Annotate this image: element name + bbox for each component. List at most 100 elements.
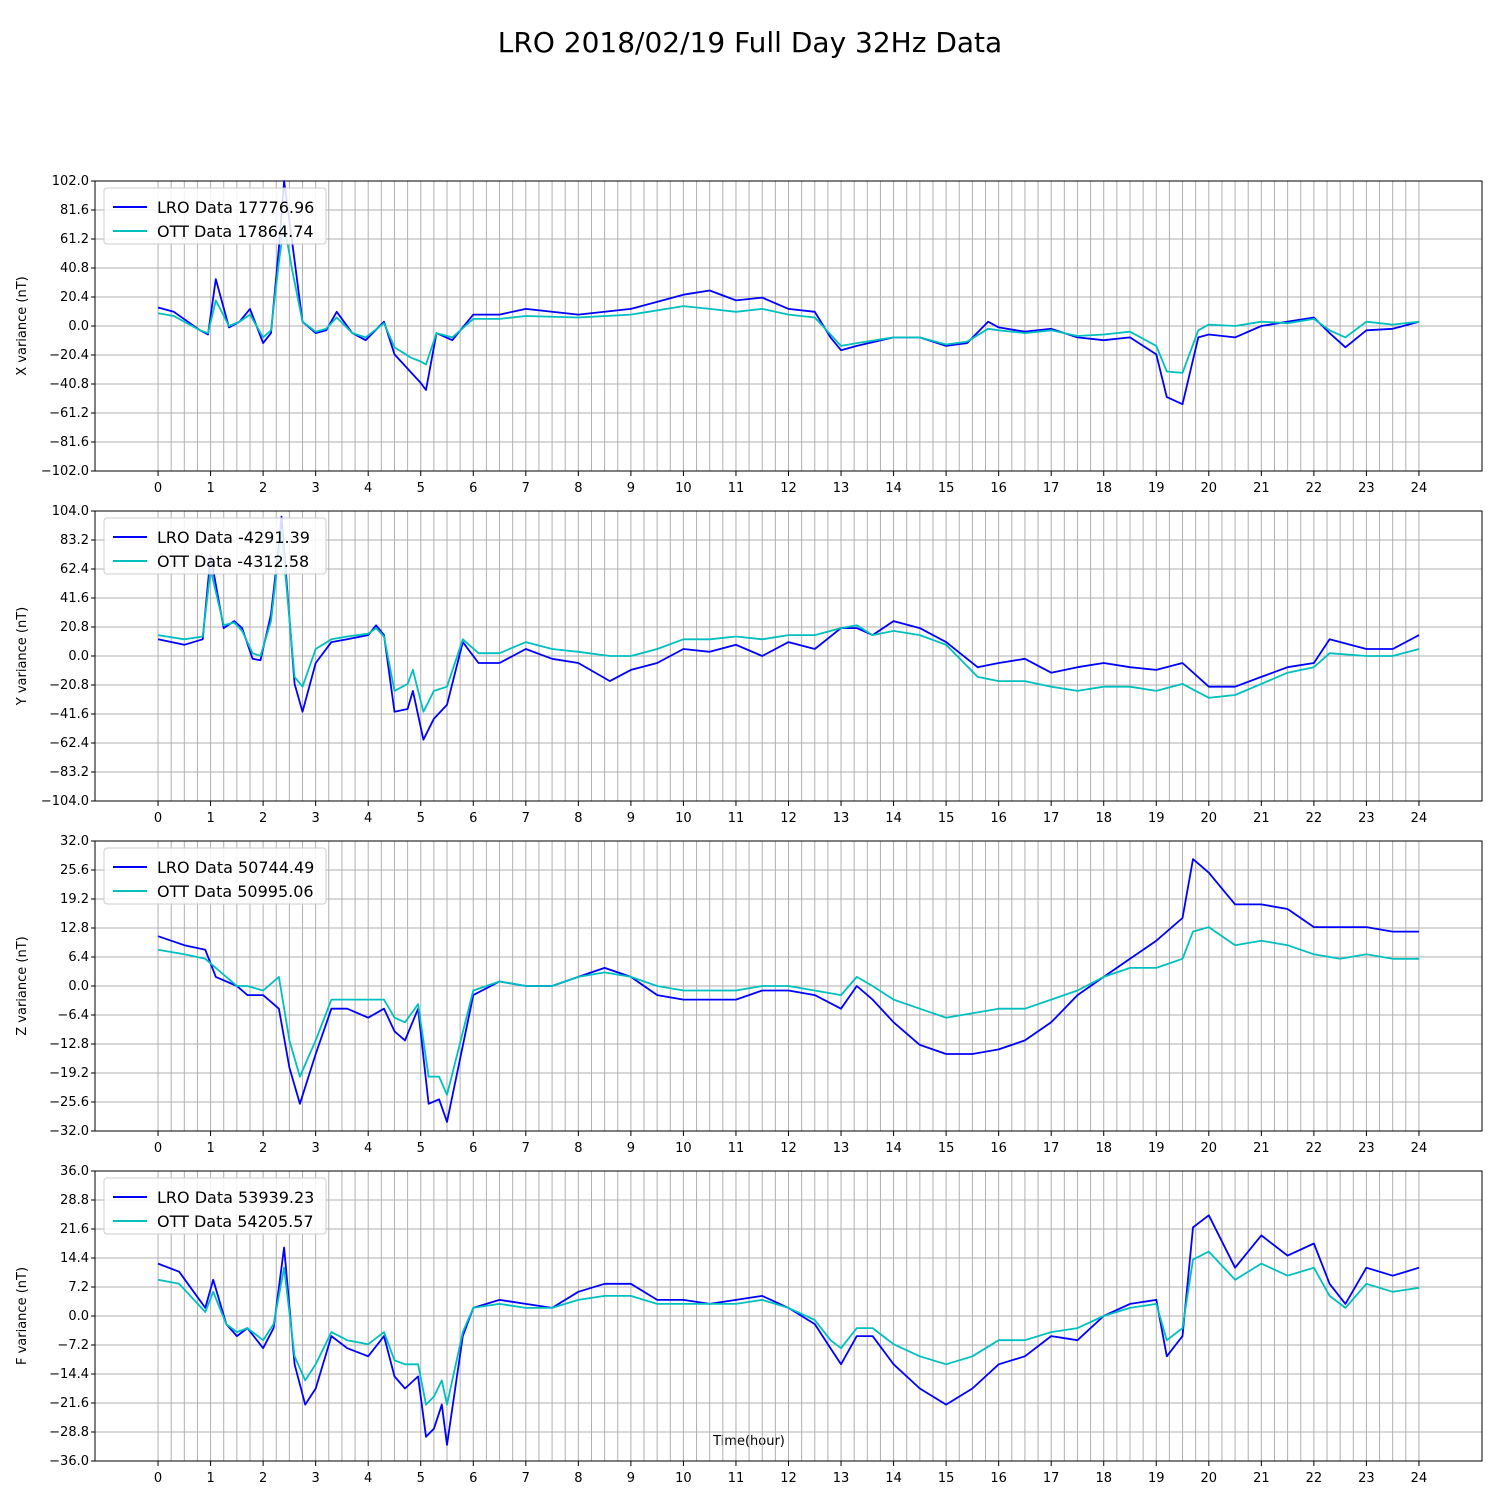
x-panel-xtick-label: 2 (259, 481, 267, 496)
y-panel-xtick-label: 24 (1411, 811, 1428, 826)
x-panel-xtick-label: 5 (417, 481, 425, 496)
z-panel-xtick-label: 5 (417, 1141, 425, 1156)
z-panel-ytick-label: −19.2 (49, 1066, 89, 1081)
z-panel-xtick-label: 6 (469, 1141, 477, 1156)
x-panel-xtick-label: 3 (312, 481, 320, 496)
z-panel-ytick-label: 32.0 (60, 834, 89, 849)
x-panel-xtick-label: 6 (469, 481, 477, 496)
f-panel-xtick-label: 5 (417, 1471, 425, 1486)
y-panel-frame (94, 510, 1483, 802)
z-panel-xtick-label: 16 (990, 1141, 1007, 1156)
x-panel-xtick-label: 15 (938, 481, 955, 496)
y-panel-xtick-label: 0 (154, 811, 162, 826)
y-panel-legend: LRO Data -4291.39 OTT Data -4312.58 (103, 517, 327, 575)
x-panel-xtick-label: 17 (1043, 481, 1060, 496)
figure-title: LRO 2018/02/19 Full Day 32Hz Data (498, 26, 1002, 59)
f-panel-ytick-label: 7.2 (68, 1280, 89, 1295)
f-panel-ytick-label: 28.8 (60, 1193, 89, 1208)
y-panel-ytick-label: 104.0 (52, 504, 89, 519)
x-panel-ytick-label: −61.2 (49, 406, 89, 421)
x-axis-label: Time(hour) (712, 1434, 785, 1449)
x-panel: 102.0 81.6 61.2 40.8 20.4 0.0 −20.4 −40.8 −61.2 −… (15, 174, 1483, 496)
f-panel-ytick-label: −28.8 (49, 1425, 89, 1440)
f-panel-xtick-label: 6 (469, 1471, 477, 1486)
f-panel-xtick-label: 22 (1306, 1471, 1323, 1486)
y-panel-xtick-label: 22 (1306, 811, 1323, 826)
f-panel-xtick-label: 7 (522, 1471, 530, 1486)
y-panel-ytick-label: 0.0 (68, 649, 89, 664)
z-panel-xtick-label: 3 (312, 1141, 320, 1156)
y-panel-xtick-label: 9 (627, 811, 635, 826)
x-panel-xtick-label: 1 (206, 481, 214, 496)
x-panel-frame (94, 180, 1483, 472)
z-panel-xtick-label: 10 (675, 1141, 692, 1156)
f-panel-xtick-label: 19 (1148, 1471, 1165, 1486)
y-panel-legend-label-lro: LRO Data -4291.39 (157, 528, 310, 547)
f-panel-xtick-label: 14 (885, 1471, 902, 1486)
x-panel-ytick-label: 40.8 (60, 261, 89, 276)
x-panel-legend: LRO Data 17776.96 OTT Data 17864.74 (103, 187, 327, 245)
z-panel-ytick-label: 12.8 (60, 921, 89, 936)
f-panel-xtick-label: 23 (1358, 1471, 1375, 1486)
z-panel-legend-label-lro: LRO Data 50744.49 (157, 858, 314, 877)
f-panel-legend-label-lro: LRO Data 53939.23 (157, 1188, 314, 1207)
x-panel-xtick-label: 14 (885, 481, 902, 496)
y-panel-ytick-label: 41.6 (60, 591, 89, 606)
x-panel-xtick-label: 18 (1095, 481, 1112, 496)
y-panel-xtick-label: 13 (833, 811, 850, 826)
y-panel: 104.0 83.2 62.4 41.6 20.8 0.0 −20.8 −41.6 −62.4 −… (15, 504, 1483, 826)
f-panel-ytick-label: 0.0 (68, 1309, 89, 1324)
y-panel-xtick-label: 4 (364, 811, 372, 826)
z-panel-legend: LRO Data 50744.49 OTT Data 50995.06 (103, 847, 327, 905)
x-panel-xtick-label: 11 (728, 481, 745, 496)
f-panel-xtick-label: 16 (990, 1471, 1007, 1486)
z-panel-lro-series-line (157, 858, 1419, 1123)
x-panel-ytick-label: −81.6 (49, 435, 89, 450)
f-panel-ytick-label: −36.0 (49, 1454, 89, 1469)
z-panel-xtick-label: 4 (364, 1141, 372, 1156)
y-panel-xtick-label: 5 (417, 811, 425, 826)
y-panel-xtick-label: 10 (675, 811, 692, 826)
y-panel-xtick-label: 8 (574, 811, 582, 826)
y-panel-xtick-label: 6 (469, 811, 477, 826)
y-panel-xtick-label: 17 (1043, 811, 1060, 826)
f-panel-xtick-label: 13 (833, 1471, 850, 1486)
x-panel-xtick-label: 21 (1253, 481, 1270, 496)
f-panel-xtick-label: 21 (1253, 1471, 1270, 1486)
z-panel-ott-series-line (157, 926, 1419, 1096)
x-panel-xtick-label: 20 (1201, 481, 1218, 496)
z-panel-ytick-label: −12.8 (49, 1037, 89, 1052)
z-panel-ylabel: Z variance (nT) (15, 936, 30, 1035)
y-panel-xtick-label: 21 (1253, 811, 1270, 826)
panels: 102.0 81.6 61.2 40.8 20.4 0.0 −20.4 −40.8 −61.2 −… (15, 174, 1483, 1486)
x-panel-legend-box (103, 187, 327, 245)
x-panel-xtick-label: 8 (574, 481, 582, 496)
z-panel-xtick-label: 12 (780, 1141, 797, 1156)
f-panel-xtick-label: 0 (154, 1471, 162, 1486)
x-panel-ytick-label: −40.8 (49, 377, 89, 392)
x-panel-xtick-label: 19 (1148, 481, 1165, 496)
z-panel-xtick-label: 15 (938, 1141, 955, 1156)
f-panel-ytick-label: 21.6 (60, 1222, 89, 1237)
z-panel-ytick-label: −6.4 (57, 1008, 89, 1023)
x-panel-ytick-label: 102.0 (52, 174, 89, 189)
x-panel-ytick-label: 61.2 (60, 232, 89, 247)
f-panel-frame (94, 1170, 1483, 1462)
x-panel-xtick-label: 23 (1358, 481, 1375, 496)
z-panel-xtick-label: 21 (1253, 1141, 1270, 1156)
z-panel-frame (94, 840, 1483, 1132)
y-panel-ytick-label: 83.2 (60, 533, 89, 548)
y-panel-xtick-label: 2 (259, 811, 267, 826)
z-panel-xtick-label: 24 (1411, 1141, 1428, 1156)
y-panel-legend-box (103, 517, 327, 575)
y-panel-xtick-label: 11 (728, 811, 745, 826)
f-panel: 36.0 28.8 21.6 14.4 7.2 0.0 −7.2 −14.4 −21.6 −28.… (15, 1164, 1483, 1486)
f-panel-ytick-label: 36.0 (60, 1164, 89, 1179)
y-panel-xtick-label: 14 (885, 811, 902, 826)
x-panel-xtick-label: 4 (364, 481, 372, 496)
z-panel-xtick-label: 17 (1043, 1141, 1060, 1156)
z-panel-xtick-label: 22 (1306, 1141, 1323, 1156)
x-panel-ytick-label: 0.0 (68, 319, 89, 334)
z-panel-xtick-label: 19 (1148, 1141, 1165, 1156)
f-panel-xtick-label: 4 (364, 1471, 372, 1486)
